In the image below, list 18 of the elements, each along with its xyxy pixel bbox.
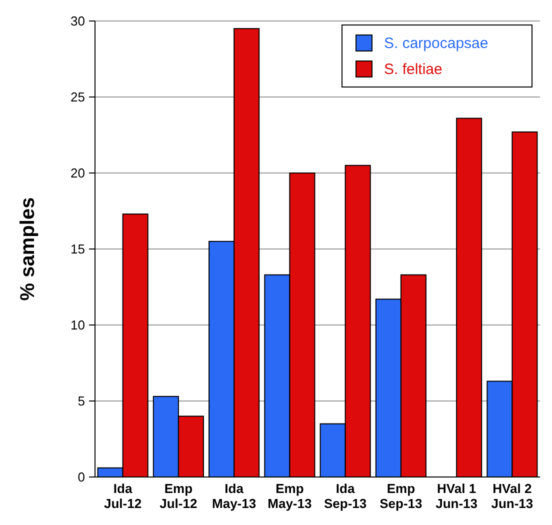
legend-label: S. carpocapsae (384, 35, 488, 52)
y-tick-label: 20 (70, 166, 85, 181)
x-tick-label: Ida Sep-13 (324, 481, 367, 511)
y-tick-label: 0 (78, 470, 85, 485)
y-tick-label: 5 (78, 394, 85, 409)
x-tick-label: Ida Jul-12 (104, 481, 142, 511)
y-tick-label: 10 (70, 318, 85, 333)
x-tick-label: HVal 1 Jun-13 (436, 481, 478, 511)
x-tick-label: Emp May-13 (268, 481, 312, 511)
y-axis-title: % samples (17, 197, 39, 301)
x-tick-label: Ida May-13 (212, 481, 256, 511)
y-tick-label: 15 (70, 242, 85, 257)
y-tick-label: 30 (70, 14, 85, 29)
x-tick-label: Emp Sep-13 (380, 481, 422, 511)
x-tick-label: HVal 2 Jun-13 (491, 481, 534, 511)
x-tick-label: Emp Jul-12 (160, 481, 198, 511)
legend-label: S. feltiae (384, 61, 442, 78)
y-tick-label: 25 (70, 90, 85, 105)
